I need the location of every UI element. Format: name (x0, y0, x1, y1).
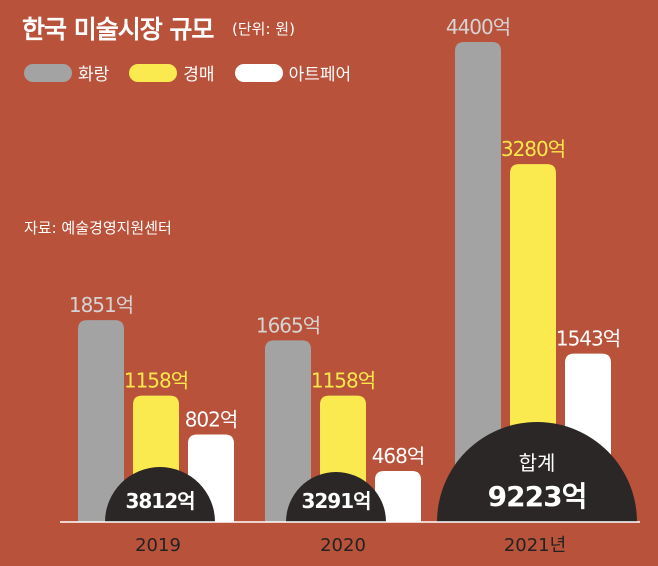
legend-item-gallery: 화랑 (24, 60, 109, 85)
value-label-artfair-1: 468억 (372, 444, 425, 468)
legend-item-auction: 경매 (129, 60, 215, 85)
legend: 화랑 경매 아트페어 (24, 60, 371, 85)
total-prefix-2: 합계 (519, 451, 556, 475)
legend-swatch-artfair (234, 63, 283, 82)
bar-gallery-2 (455, 42, 501, 522)
chart-title: 한국 미술시장 규모 (22, 15, 214, 44)
legend-swatch-gallery (24, 63, 72, 82)
bar-artfair-1 (375, 470, 421, 522)
x-tick-label-0: 2019 (135, 535, 181, 556)
source-note: 자료: 예술경영지원센터 (24, 219, 172, 237)
value-label-gallery-2: 4400억 (446, 15, 510, 39)
bar-gallery-1 (265, 340, 311, 522)
value-label-auction-2: 3280억 (501, 137, 565, 161)
total-circle-1 (286, 472, 386, 522)
legend-label-auction: 경매 (183, 65, 215, 85)
x-tick-label-1: 2020 (320, 535, 366, 556)
legend-label-gallery: 화랑 (78, 65, 110, 85)
value-label-artfair-2: 1543억 (556, 327, 620, 351)
legend-label-artfair: 아트페어 (288, 65, 352, 85)
legend-swatch-auction (129, 63, 178, 82)
total-label-1: 3291억 (301, 489, 370, 513)
total-circle-2 (437, 422, 637, 522)
bar-gallery-0 (78, 320, 124, 522)
legend-item-artfair: 아트페어 (234, 60, 352, 85)
value-label-auction-0: 1158억 (124, 369, 188, 393)
x-tick-label-2: 2021년 (504, 535, 566, 556)
value-label-gallery-0: 1851억 (69, 293, 133, 317)
total-label-0: 3812억 (125, 489, 194, 513)
unit-label: (단위: 원) (232, 20, 295, 38)
value-label-artfair-0: 802억 (185, 408, 238, 432)
value-label-auction-1: 1158억 (311, 369, 375, 393)
total-circle-0 (105, 467, 215, 522)
total-label-2: 9223억 (488, 480, 587, 513)
value-label-gallery-1: 1665억 (256, 313, 320, 337)
